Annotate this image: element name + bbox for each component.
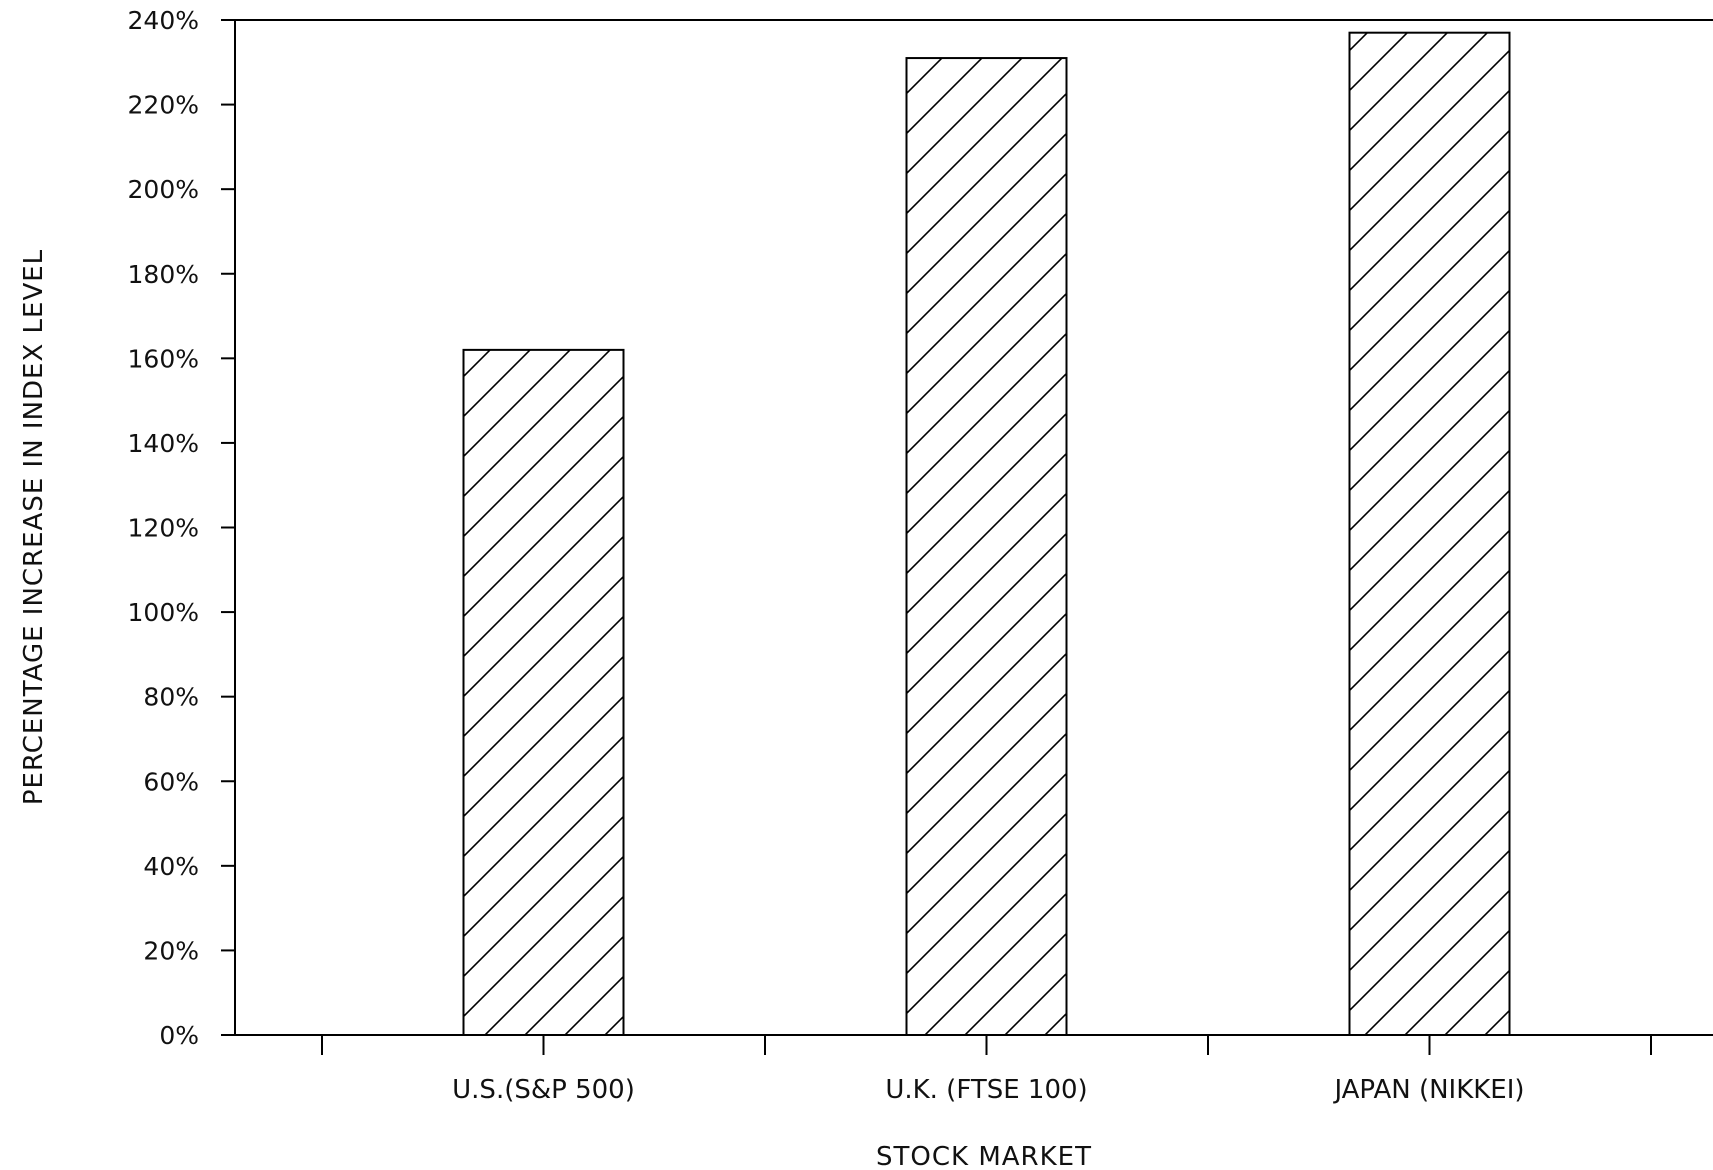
category-label: U.S.(S&P 500)	[452, 1075, 635, 1105]
y-tick-label: 80%	[143, 683, 199, 712]
y-axis-title: PERCENTAGE INCREASE IN INDEX LEVEL	[19, 249, 49, 805]
y-tick-label: 100%	[128, 598, 199, 627]
y-tick-label: 140%	[128, 429, 199, 458]
y-tick-label: 60%	[143, 767, 199, 796]
y-tick-label: 120%	[128, 514, 199, 543]
x-axis-ticks	[321, 1035, 1652, 1055]
y-tick-label: 200%	[128, 175, 199, 204]
y-tick-label: 240%	[128, 6, 199, 35]
y-tick-label: 220%	[128, 91, 199, 120]
bar-0	[462, 348, 625, 1036]
bar-1	[905, 57, 1068, 1036]
y-tick-label: 180%	[128, 260, 199, 289]
y-axis-ticks: 0% 20% 40% 60% 80% 100% 120% 140% 160% 180% 200% 22…	[128, 6, 235, 1050]
y-tick-label: 40%	[143, 852, 199, 881]
x-axis-title: STOCK MARKET	[876, 1142, 1092, 1170]
bar-2	[1348, 31, 1511, 1036]
category-label: U.K. (FTSE 100)	[885, 1075, 1087, 1105]
category-labels: U.S.(S&P 500) U.K. (FTSE 100) JAPAN (NIKKE…	[452, 1075, 1524, 1105]
bars	[462, 31, 1511, 1036]
y-tick-label: 20%	[143, 936, 199, 965]
y-tick-label: 160%	[128, 344, 199, 373]
y-tick-label: 0%	[159, 1021, 199, 1050]
category-label: JAPAN (NIKKEI)	[1332, 1075, 1524, 1105]
